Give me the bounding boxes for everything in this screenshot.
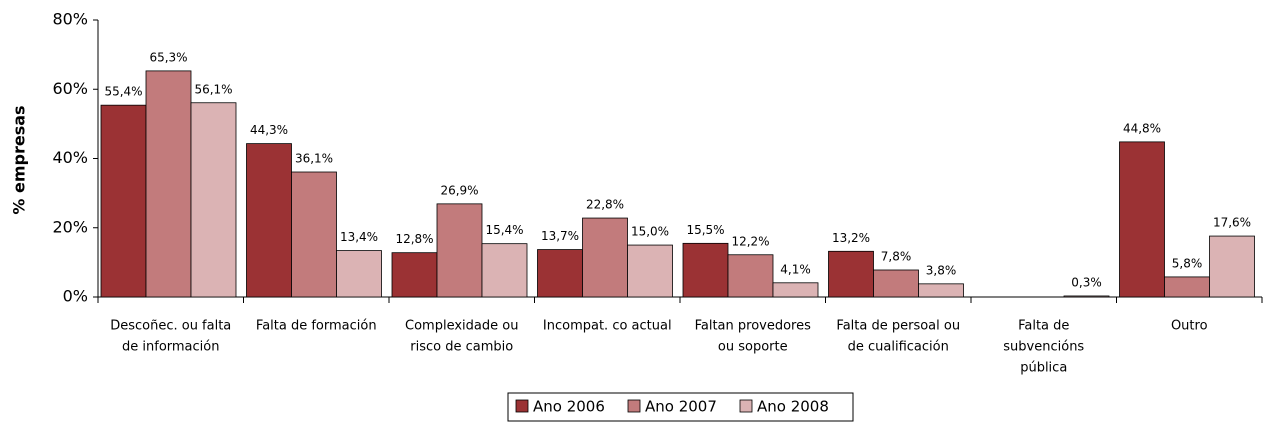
x-tick-label: Descoñec. ou falta (110, 319, 231, 334)
value-label: 44,3% (250, 123, 288, 137)
value-label: 17,6% (1213, 216, 1251, 230)
legend-box (507, 392, 854, 422)
value-label: 12,8% (395, 232, 433, 246)
value-label: 15,0% (631, 225, 669, 239)
legend-swatch (515, 399, 529, 413)
value-label: 22,8% (586, 198, 624, 212)
bar (1119, 141, 1165, 298)
value-label: 36,1% (295, 152, 333, 166)
y-tick-label: 40% (52, 148, 88, 167)
legend-swatch (739, 399, 753, 413)
x-tick-label: Falta de formación (256, 319, 377, 334)
bar (291, 171, 337, 298)
value-label: 13,2% (832, 231, 870, 245)
x-tick-label: Faltan provedores (695, 319, 812, 334)
bar (436, 203, 483, 298)
value-label: 26,9% (440, 183, 478, 197)
x-tick-label: pública (1020, 361, 1067, 376)
value-label: 12,2% (731, 234, 769, 248)
value-label: 5,8% (1172, 256, 1203, 270)
x-tick-label: Falta de (1018, 319, 1069, 334)
y-tick-label: 0% (63, 287, 88, 306)
bar (1063, 295, 1110, 298)
value-label: 13,7% (541, 229, 579, 243)
value-label: 0,3% (1071, 275, 1102, 289)
value-label: 15,4% (485, 223, 523, 237)
x-tick-label: Falta de persoal ou (836, 319, 960, 334)
bar (828, 250, 874, 298)
bar (682, 242, 729, 298)
bar (627, 244, 673, 298)
bar (145, 70, 192, 298)
x-tick-label: ou soporte (718, 340, 788, 355)
bar (772, 282, 819, 298)
x-tick-label: Incompat. co actual (543, 319, 672, 334)
value-label: 3,8% (926, 263, 957, 277)
value-label: 15,5% (686, 223, 724, 237)
x-tick-label: subvencións (1003, 340, 1084, 355)
value-label: 13,4% (340, 230, 378, 244)
value-label: 56,1% (194, 82, 232, 96)
x-tick-label: de información (122, 340, 219, 355)
value-label: 44,8% (1123, 121, 1161, 135)
x-tick-label: de cualificación (848, 340, 949, 355)
legend-label: Ano 2006 (533, 398, 605, 416)
bar (481, 243, 528, 298)
legend-swatch (627, 399, 641, 413)
value-label: 65,3% (149, 50, 187, 64)
bar (190, 102, 237, 298)
legend-label: Ano 2008 (757, 398, 829, 416)
x-tick-label: Outro (1171, 319, 1208, 334)
value-label: 4,1% (780, 262, 811, 276)
bar (100, 104, 147, 298)
bar (1164, 276, 1210, 298)
bar (918, 283, 964, 298)
bar (246, 143, 292, 298)
x-tick-label: risco de cambio (410, 340, 513, 355)
bar (336, 250, 382, 298)
bar (582, 217, 628, 298)
y-tick-label: 20% (52, 217, 88, 236)
value-label: 7,8% (881, 249, 912, 263)
legend-label: Ano 2007 (645, 398, 717, 416)
bar (537, 249, 583, 298)
bar (727, 254, 774, 298)
y-tick-label: 80% (52, 10, 88, 29)
bar (391, 252, 438, 298)
bar (1209, 235, 1255, 298)
bar (873, 269, 919, 298)
x-tick-label: Complexidade ou (405, 319, 518, 334)
y-axis-label: % empresas (10, 105, 29, 214)
y-tick-label: 60% (52, 79, 88, 98)
value-label: 55,4% (104, 85, 142, 99)
